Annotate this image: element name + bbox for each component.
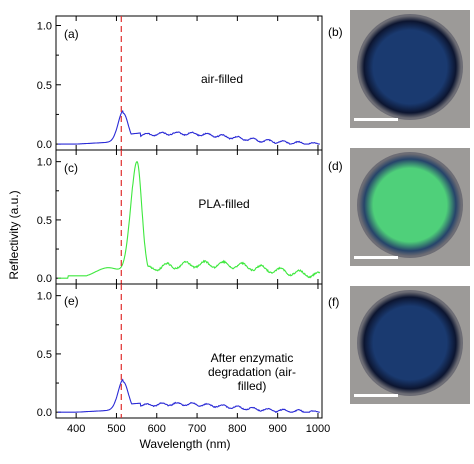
x-tick-label: 700 bbox=[188, 423, 206, 435]
panel-annotation: degradation (air- bbox=[208, 365, 296, 379]
series-line bbox=[58, 378, 320, 414]
y-tick-label: 0.0 bbox=[37, 139, 52, 151]
y-tick-label: 0.5 bbox=[37, 80, 52, 92]
panel-letter: (e) bbox=[64, 294, 79, 308]
panel-annotation: filled) bbox=[238, 379, 267, 393]
y-tick-label: 1.0 bbox=[37, 20, 52, 32]
y-tick-label: 0.0 bbox=[37, 407, 52, 419]
y-tick-label: 1.0 bbox=[37, 291, 52, 303]
plot-frame bbox=[55, 15, 323, 151]
x-axis-title: Wavelength (nm) bbox=[140, 437, 231, 451]
image-panel-letter: (b) bbox=[328, 25, 343, 39]
x-tick-label: 800 bbox=[228, 423, 246, 435]
panel-annotation: After enzymatic bbox=[211, 351, 294, 365]
panel-letter: (c) bbox=[64, 161, 78, 175]
y-tick-label: 1.0 bbox=[37, 157, 52, 169]
y-tick-label: 0.5 bbox=[37, 215, 52, 227]
scale-bar bbox=[354, 256, 398, 259]
image-panel-letter: (d) bbox=[328, 159, 343, 173]
panel-annotation: air-filled bbox=[201, 72, 243, 86]
droplet bbox=[359, 154, 461, 256]
micrograph-panel: (b) bbox=[328, 10, 470, 128]
x-tick-label: 600 bbox=[148, 423, 166, 435]
panel-annotation: PLA-filled bbox=[198, 197, 249, 211]
scale-bar bbox=[354, 118, 398, 121]
plot-panel: 0.0 0.5 1.0 (c) PLA-filled bbox=[37, 149, 323, 285]
droplet bbox=[359, 16, 461, 118]
panel-letter: (a) bbox=[64, 27, 79, 41]
y-axis-title: Reflectivity (a.u.) bbox=[7, 190, 21, 279]
x-tick-label: 400 bbox=[67, 423, 85, 435]
micrograph-panel: (d) bbox=[328, 148, 470, 266]
scale-bar bbox=[354, 394, 398, 397]
x-tick-label: 500 bbox=[107, 423, 125, 435]
y-tick-label: 0.0 bbox=[37, 273, 52, 285]
x-tick-label: 900 bbox=[268, 423, 286, 435]
y-tick-label: 0.5 bbox=[37, 349, 52, 361]
x-tick-label: 1000 bbox=[306, 423, 330, 435]
droplet bbox=[359, 292, 461, 394]
series-line bbox=[58, 161, 321, 279]
series-line bbox=[58, 109, 320, 145]
plot-panel: 0.0 0.5 1.0 (a) air-filled bbox=[37, 15, 323, 151]
plot-frame bbox=[55, 283, 323, 419]
image-panel-letter: (f) bbox=[328, 295, 339, 309]
micrograph-panel: (f) bbox=[328, 286, 470, 404]
